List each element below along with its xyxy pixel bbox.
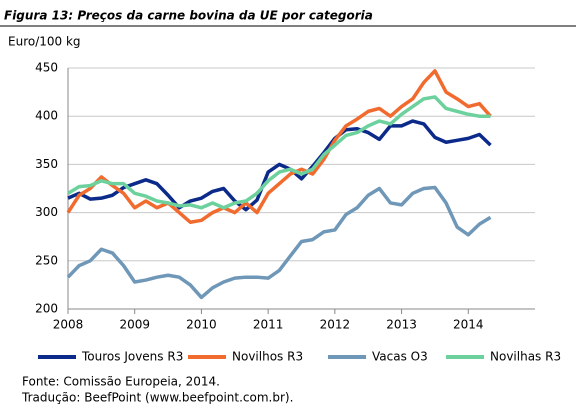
y-tick-label: 250 <box>35 253 58 267</box>
note: Tradução: BeefPoint (www.beefpoint.com.b… <box>21 391 293 405</box>
y-tick-label: 350 <box>35 157 58 171</box>
series-line <box>67 119 492 212</box>
series-line <box>67 95 491 210</box>
y-tick-label: 300 <box>35 205 58 219</box>
legend-label: Novilhos R3 <box>232 350 303 364</box>
x-tick-label: 2014 <box>453 318 484 332</box>
y-tick-label: 450 <box>35 61 58 75</box>
x-tick-label: 2011 <box>253 318 284 332</box>
y-axis-label: Euro/100 kg <box>8 35 81 49</box>
chart-title: Figura 13: Preços da carne bovina da UE … <box>4 9 373 23</box>
legend-label: Novilhas R3 <box>490 350 561 364</box>
x-tick-label: 2012 <box>320 318 351 332</box>
y-tick-label: 400 <box>35 109 58 123</box>
legend-label: Touros Jovens R3 <box>81 350 183 364</box>
x-tick-label: 2009 <box>119 318 150 332</box>
series-line <box>66 69 492 224</box>
x-tick-label: 2008 <box>53 318 84 332</box>
note: Fonte: Comissão Europeia, 2014. <box>22 375 220 389</box>
x-tick-label: 2010 <box>186 318 217 332</box>
series-line <box>66 185 492 300</box>
legend-label: Vacas O3 <box>372 350 428 364</box>
x-tick-label: 2013 <box>386 318 417 332</box>
y-tick-label: 200 <box>35 302 58 316</box>
